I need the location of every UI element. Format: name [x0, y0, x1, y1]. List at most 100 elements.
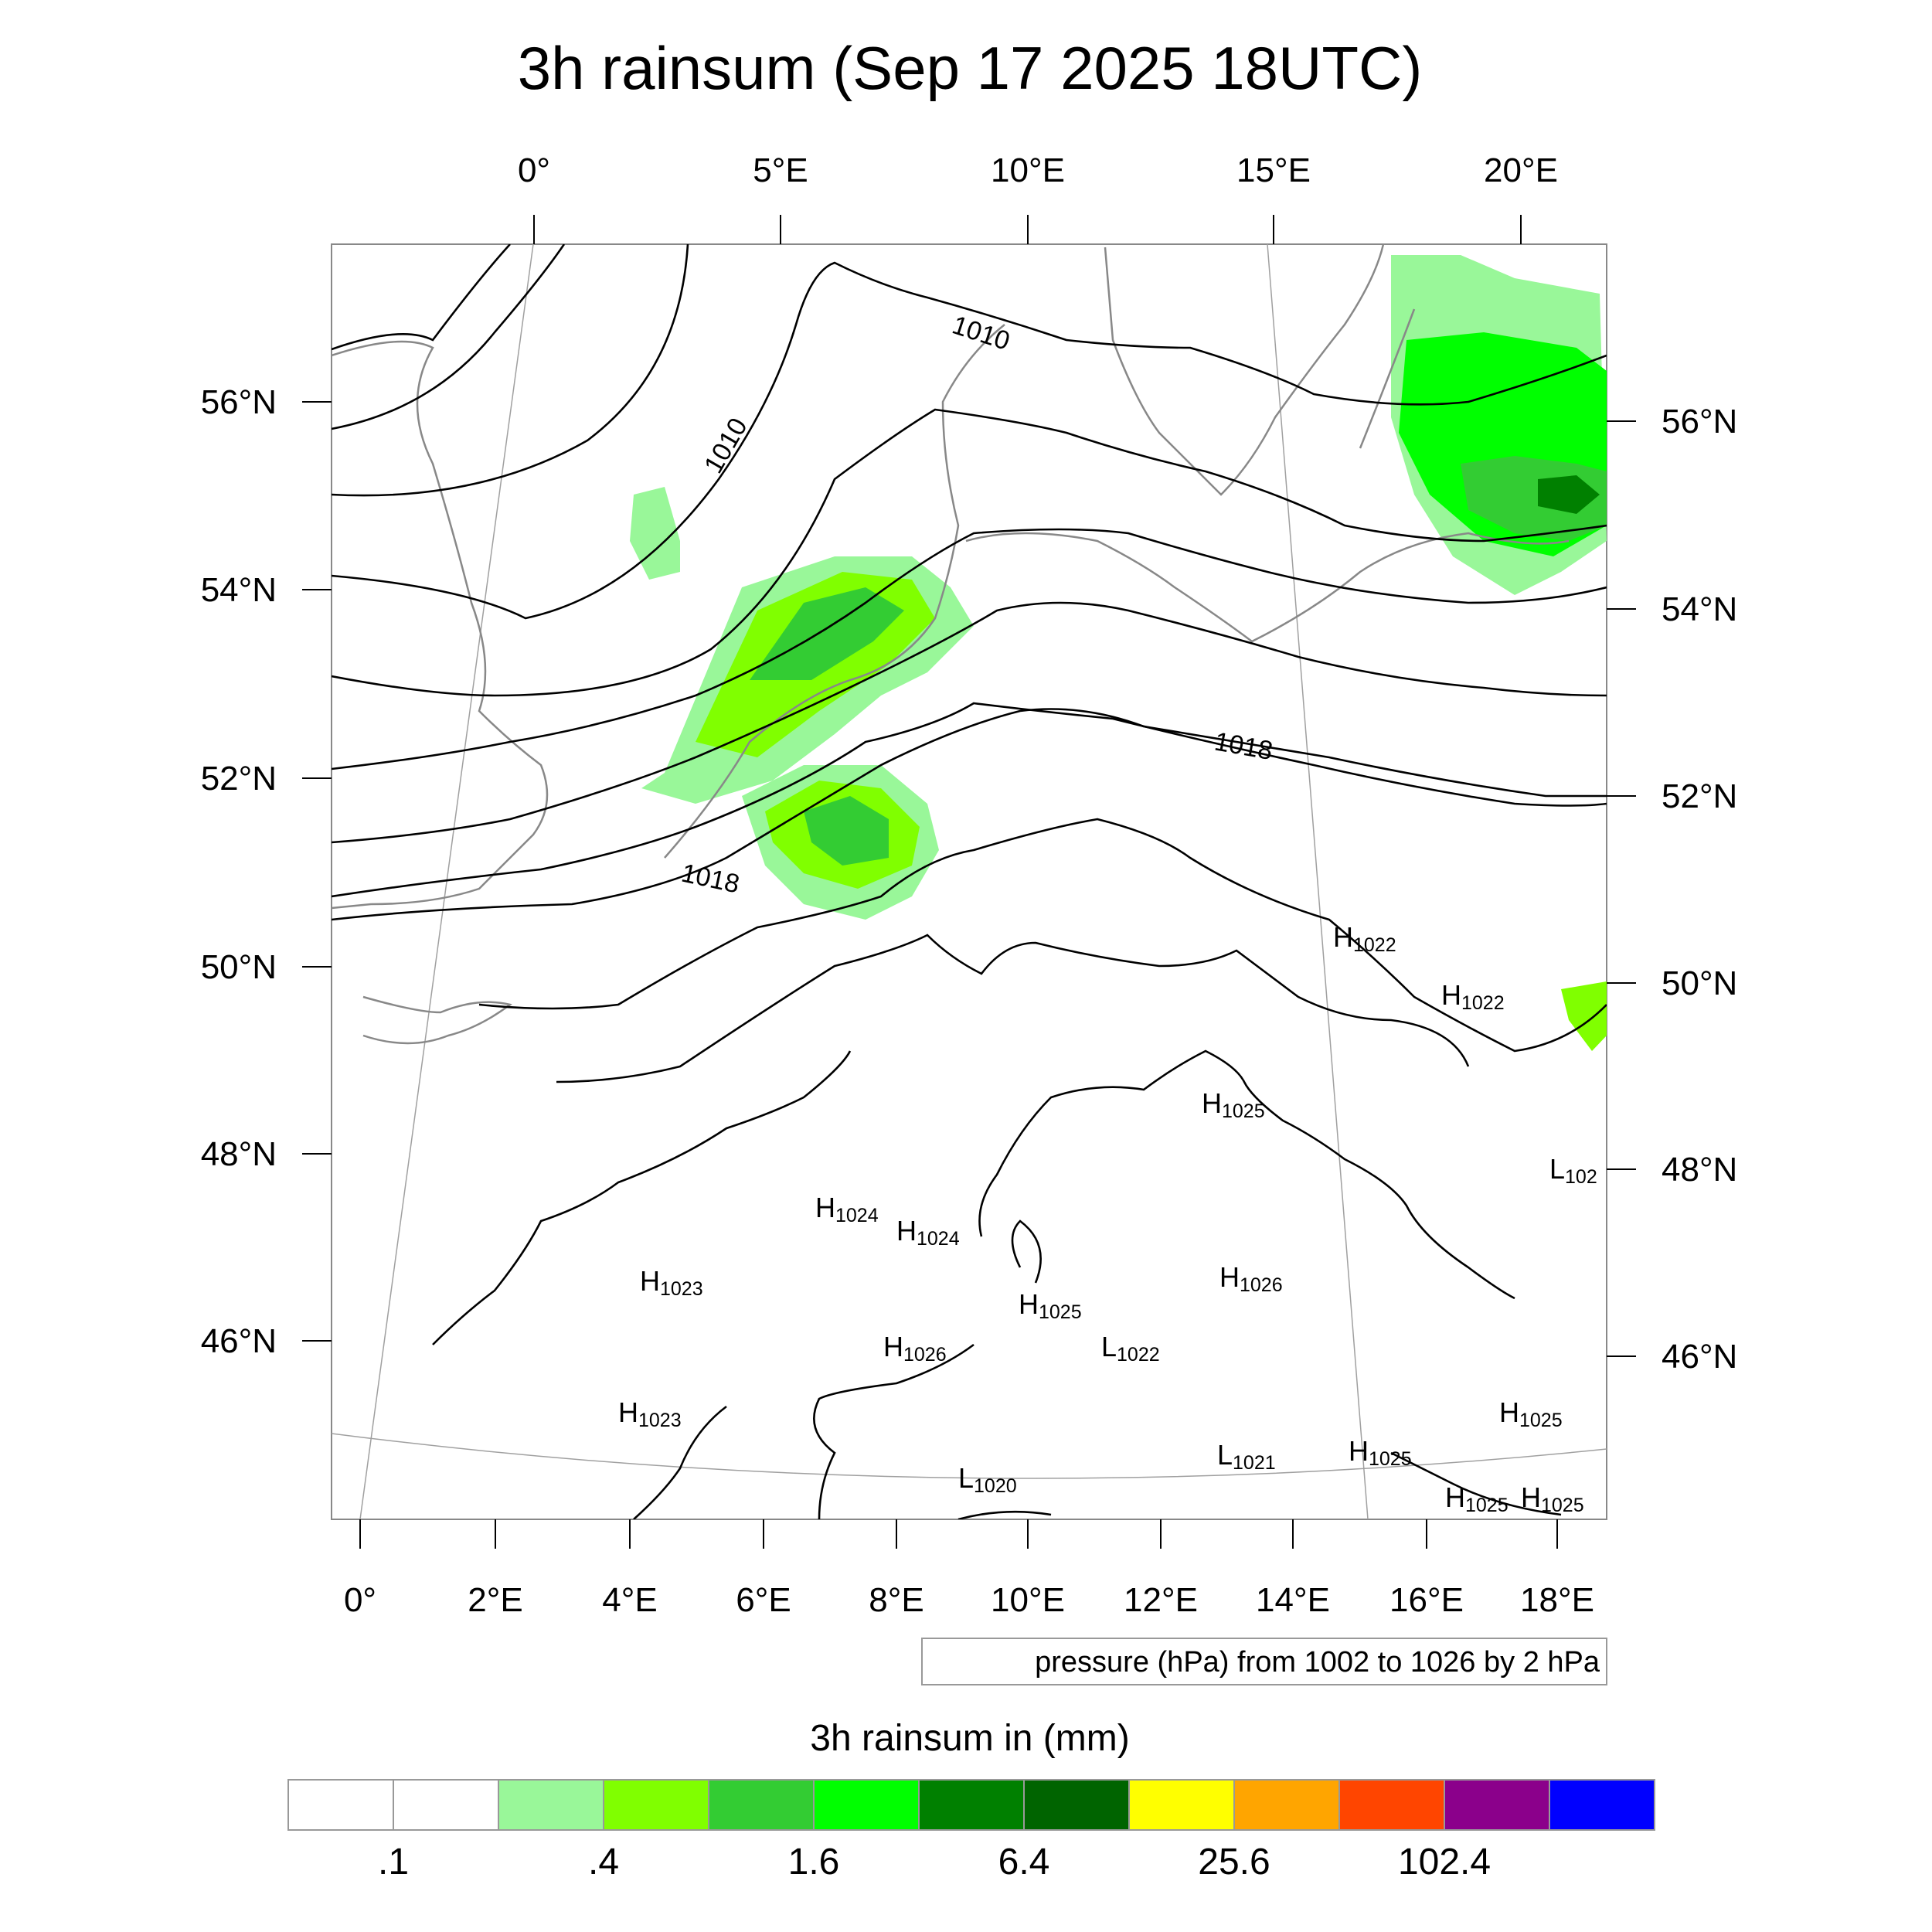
- lon-label: 10°E: [991, 1581, 1065, 1619]
- svg-text:H1024: H1024: [896, 1215, 960, 1250]
- svg-text:H1025: H1025: [1521, 1481, 1584, 1516]
- rain-area-southeast: [1561, 981, 1607, 1051]
- lat-label: 54°N: [1662, 590, 1737, 628]
- colorbar-tick-label: .4: [588, 1842, 619, 1883]
- pressure-center: H1026: [1219, 1261, 1283, 1296]
- lon-label: 18°E: [1520, 1581, 1594, 1619]
- right-latitude-labels: 56°N 54°N 52°N 50°N 48°N 46°N: [1662, 403, 1737, 1376]
- lat-label: 50°N: [201, 948, 277, 986]
- lat-label: 52°N: [1662, 777, 1737, 815]
- pressure-center: H1026: [883, 1331, 947, 1366]
- svg-text:H1025: H1025: [1445, 1481, 1509, 1516]
- pressure-center: H1025: [1499, 1396, 1563, 1431]
- pressure-center: H1025: [1445, 1481, 1509, 1516]
- pressure-center: H1025: [1202, 1087, 1265, 1122]
- lon-label: 15°E: [1236, 151, 1311, 189]
- pressure-center: H1025: [1349, 1435, 1412, 1470]
- lon-label: 12°E: [1124, 1581, 1198, 1619]
- rain-area-north-sea-core: [750, 587, 904, 680]
- isobars: [332, 244, 1607, 1519]
- colorbar-tick-label: 25.6: [1198, 1842, 1270, 1883]
- svg-text:H1025: H1025: [1202, 1087, 1265, 1122]
- svg-text:H1024: H1024: [815, 1192, 879, 1226]
- svg-text:L1022: L1022: [1101, 1331, 1160, 1366]
- lon-label: 6°E: [736, 1581, 791, 1619]
- lat-label: 56°N: [1662, 403, 1737, 440]
- svg-text:H1025: H1025: [1019, 1288, 1082, 1323]
- top-longitude-labels: 0° 5°E 10°E 15°E 20°E: [518, 151, 1558, 189]
- map-title: 3h rainsum (Sep 17 2025 18UTC): [518, 34, 1423, 102]
- svg-text:H1025: H1025: [1499, 1396, 1563, 1431]
- pressure-center: H1025: [1019, 1288, 1082, 1323]
- contour-info-text: pressure (hPa) from 1002 to 1026 by 2 hP…: [1035, 1646, 1600, 1679]
- rainfall-areas: [630, 255, 1607, 1051]
- lon-label: 14°E: [1256, 1581, 1330, 1619]
- lon-label: 20°E: [1484, 151, 1558, 189]
- lat-label: 46°N: [1662, 1338, 1737, 1376]
- colorbar-tick-labels: .1 .4 1.6 6.4 25.6 102.4: [378, 1842, 1491, 1883]
- left-latitude-labels: 56°N 54°N 52°N 50°N 48°N 46°N: [201, 383, 277, 1360]
- colorbar-swatch: [1233, 1779, 1340, 1831]
- colorbar-swatch: [1128, 1779, 1235, 1831]
- svg-text:H1026: H1026: [883, 1331, 947, 1366]
- colorbar-swatch: [1338, 1779, 1445, 1831]
- pressure-center: L102: [1549, 1153, 1597, 1188]
- lat-label: 50°N: [1662, 964, 1737, 1002]
- svg-text:H1026: H1026: [1219, 1261, 1283, 1296]
- map-content: 1010 1010 1018 1018 H1022 H1022 H1025 L1…: [332, 244, 1607, 1519]
- svg-text:L1020: L1020: [958, 1462, 1017, 1497]
- svg-text:H1022: H1022: [1333, 921, 1396, 956]
- contour-info-box: pressure (hPa) from 1002 to 1026 by 2 hP…: [921, 1638, 1607, 1685]
- lat-label: 46°N: [201, 1322, 277, 1360]
- rain-area-uk-east: [630, 487, 680, 580]
- colorbar-swatch: [918, 1779, 1025, 1831]
- lon-label: 16°E: [1389, 1581, 1464, 1619]
- lat-label: 48°N: [1662, 1151, 1737, 1189]
- pressure-center: H1022: [1441, 979, 1505, 1014]
- rain-area-baltic-max: [1538, 475, 1600, 514]
- pressure-center: H1025: [1521, 1481, 1584, 1516]
- svg-text:H1023: H1023: [640, 1265, 703, 1300]
- colorbar-swatch: [1444, 1779, 1550, 1831]
- lon-label: 5°E: [753, 151, 808, 189]
- pressure-center: H1024: [815, 1192, 879, 1226]
- pressure-center: L1022: [1101, 1331, 1160, 1366]
- colorbar-swatch: [1549, 1779, 1655, 1831]
- axis-ticks: [302, 215, 1636, 1549]
- pressure-center: H1023: [618, 1396, 682, 1431]
- lon-label: 8°E: [869, 1581, 923, 1619]
- bottom-longitude-labels: 0° 2°E 4°E 6°E 8°E 10°E 12°E 14°E 16°E 1…: [344, 1581, 1594, 1619]
- colorbar-swatch: [393, 1779, 499, 1831]
- lat-label: 52°N: [201, 760, 277, 798]
- lat-label: 48°N: [201, 1135, 277, 1173]
- colorbar-tick-label: .1: [378, 1842, 409, 1883]
- pressure-centers: H1022 H1022 H1025 L102 H1024 H1024 H1023…: [618, 921, 1597, 1516]
- pressure-center: H1024: [896, 1215, 960, 1250]
- map-panel: 1010 1010 1018 1018 H1022 H1022 H1025 L1…: [331, 243, 1607, 1520]
- pressure-center: H1022: [1333, 921, 1396, 956]
- map-frame: [331, 243, 1607, 1520]
- lon-label: 10°E: [991, 151, 1065, 189]
- colorbar-swatch: [603, 1779, 709, 1831]
- lat-label: 56°N: [201, 383, 277, 421]
- pressure-center: L1021: [1217, 1439, 1276, 1474]
- pressure-center: H1023: [640, 1265, 703, 1300]
- svg-text:H1022: H1022: [1441, 979, 1505, 1014]
- lon-label: 4°E: [602, 1581, 657, 1619]
- svg-text:L1021: L1021: [1217, 1439, 1276, 1474]
- colorbar-tick-label: 102.4: [1398, 1842, 1491, 1883]
- colorbar-swatch: [1023, 1779, 1130, 1831]
- lon-label: 0°: [518, 151, 550, 189]
- colorbar-swatch: [813, 1779, 920, 1831]
- colorbar-title: 3h rainsum in (mm): [810, 1718, 1129, 1759]
- svg-text:L102: L102: [1549, 1153, 1597, 1188]
- pressure-center: L1020: [958, 1462, 1017, 1497]
- lat-label: 54°N: [201, 571, 277, 609]
- colorbar-tick-label: 6.4: [998, 1842, 1050, 1883]
- colorbar: [287, 1779, 1655, 1831]
- svg-text:H1025: H1025: [1349, 1435, 1412, 1470]
- colorbar-swatch: [287, 1779, 394, 1831]
- lon-label: 2°E: [468, 1581, 522, 1619]
- svg-text:H1023: H1023: [618, 1396, 682, 1431]
